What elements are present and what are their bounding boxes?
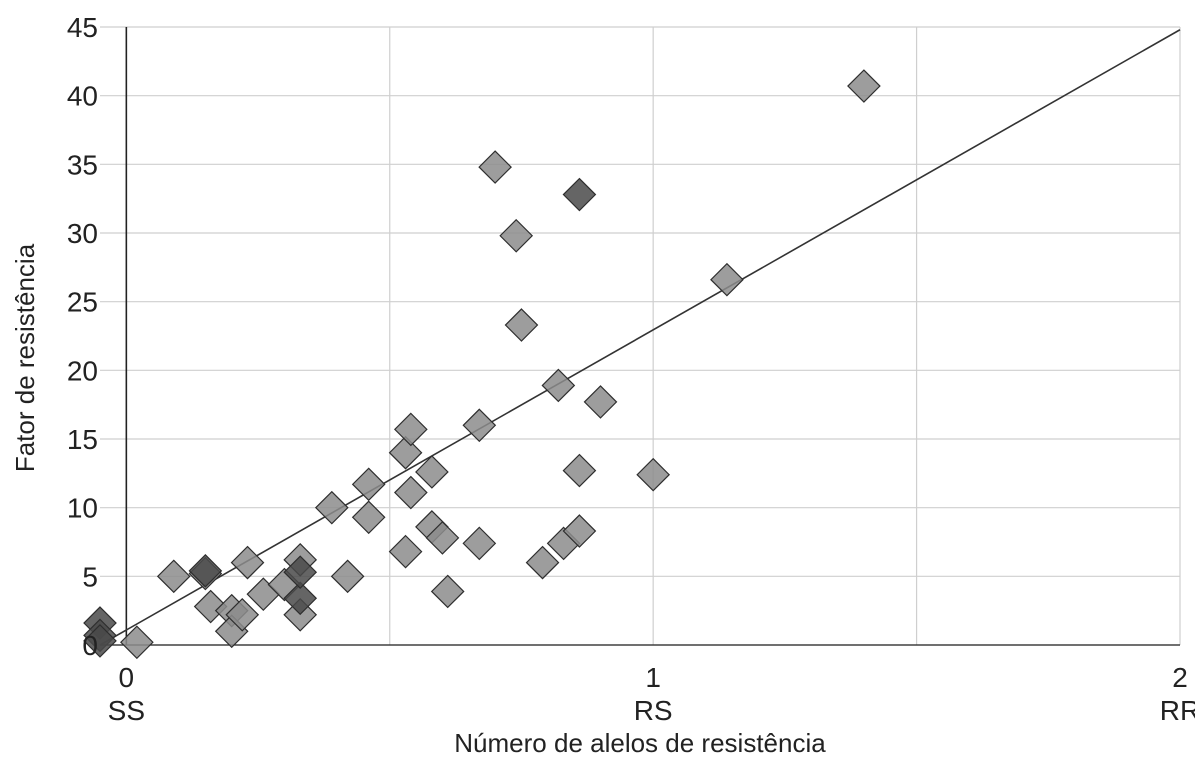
data-point <box>478 150 512 184</box>
data-point <box>193 589 228 624</box>
data-point <box>330 559 365 594</box>
y-tick-label: 15 <box>67 424 98 455</box>
data-point <box>388 534 423 569</box>
y-tick-label: 40 <box>67 81 98 112</box>
y-tick-label: 45 <box>67 12 98 43</box>
data-point-dark <box>283 555 318 590</box>
data-point <box>462 408 497 443</box>
data-point <box>562 453 597 488</box>
data-point <box>847 69 881 103</box>
data-point <box>314 490 349 525</box>
y-tick-label: 35 <box>67 149 98 180</box>
y-tick-label: 20 <box>67 355 98 386</box>
data-points <box>83 69 881 660</box>
data-point <box>225 597 260 632</box>
data-point <box>462 526 497 561</box>
data-point <box>351 467 386 502</box>
data-point <box>499 218 534 253</box>
axes <box>100 27 1180 646</box>
data-point-dark <box>83 624 117 658</box>
y-tick-label: 0 <box>82 630 98 661</box>
data-point <box>415 455 449 489</box>
data-point <box>120 625 154 660</box>
y-tick-label: 25 <box>67 287 98 318</box>
data-point <box>156 559 191 594</box>
data-point <box>393 412 428 447</box>
data-point-dark <box>188 553 223 588</box>
trendline-layer <box>99 29 1181 646</box>
data-point <box>525 545 560 580</box>
x-tick-label: 0 <box>119 662 135 693</box>
data-point <box>541 368 576 403</box>
trendline <box>99 29 1181 646</box>
x-tick-sublabel: SS <box>108 695 145 726</box>
data-point <box>562 514 597 548</box>
data-point <box>351 500 386 535</box>
x-tick-sublabel: RS <box>634 695 673 726</box>
y-tick-label: 5 <box>82 561 98 592</box>
data-point-dark <box>562 177 597 212</box>
x-tick-sublabel: RR <box>1160 695 1195 726</box>
data-point <box>583 385 618 419</box>
data-point <box>710 262 744 297</box>
data-point <box>504 308 539 342</box>
data-point <box>393 475 428 510</box>
data-point <box>636 457 671 492</box>
data-point <box>388 435 423 470</box>
y-axis-title: Fator de resistência <box>10 243 40 472</box>
y-tick-label: 30 <box>67 218 98 249</box>
x-tick-label: 1 <box>645 662 661 693</box>
data-point <box>230 545 265 580</box>
grid-lines <box>100 26 1181 646</box>
data-point-dark <box>283 581 318 616</box>
data-point <box>430 574 465 609</box>
x-axis-title: Número de alelos de resistência <box>454 728 826 758</box>
y-tick-label: 10 <box>67 493 98 524</box>
x-tick-label: 2 <box>1172 662 1188 693</box>
data-point <box>425 521 460 555</box>
